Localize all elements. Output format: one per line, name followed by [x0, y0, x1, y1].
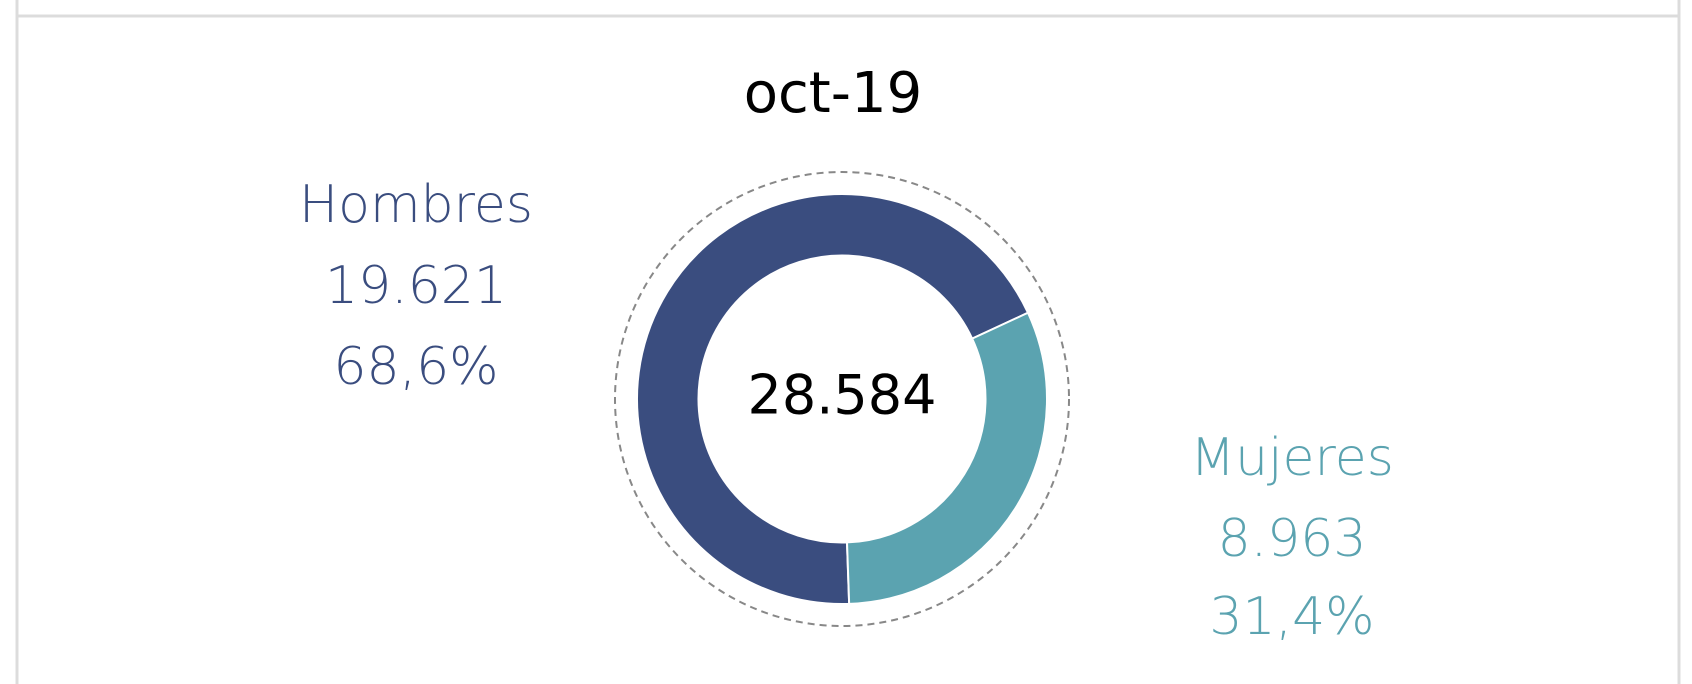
category-label: Mujeres: [1190, 428, 1394, 488]
value-label: 8.963: [1218, 509, 1367, 569]
dashed-ring: [614, 171, 1070, 627]
category-label: Hombres: [299, 175, 533, 235]
value-label: 19.621: [325, 256, 507, 316]
total-label: 28.584: [748, 364, 937, 427]
donut-segment: [845, 311, 1048, 605]
percent-label: 31,4%: [1209, 587, 1374, 647]
percent-label: 68,6%: [333, 337, 498, 397]
donut-segment: [636, 193, 1030, 605]
donut: [636, 193, 1048, 605]
chart-title: oct-19: [744, 61, 922, 126]
